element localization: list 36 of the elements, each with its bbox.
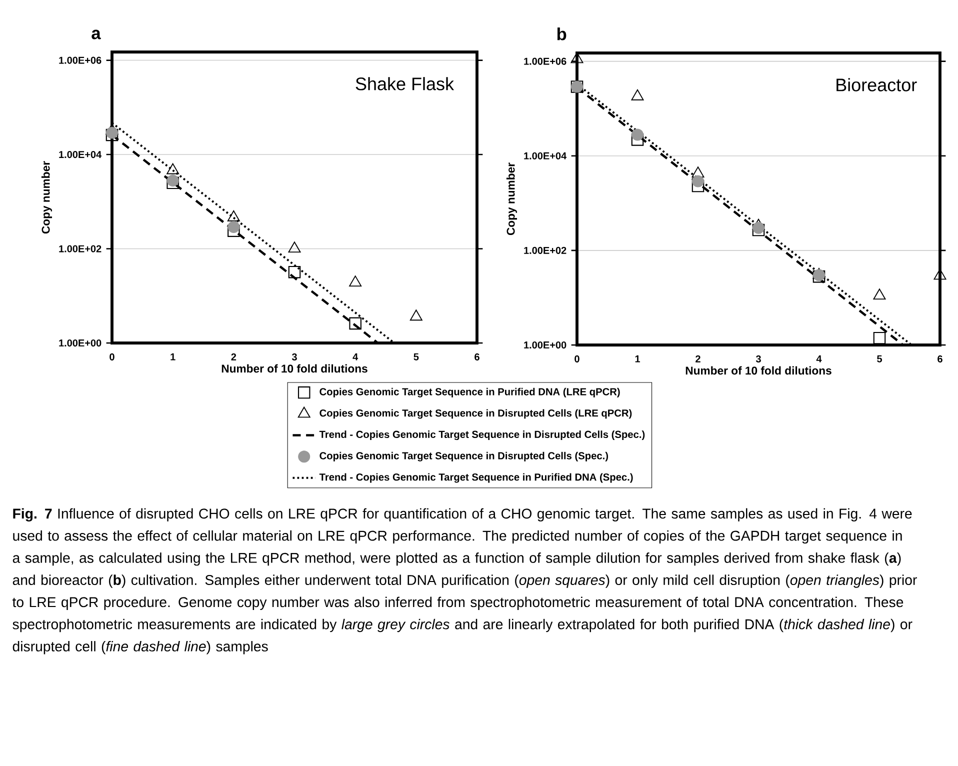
x-tick-label: 5	[877, 355, 882, 362]
x-tick-label: 3	[756, 355, 761, 362]
y-axis-title: Copy number	[41, 161, 52, 234]
x-tick-label: 1	[635, 355, 640, 362]
chart-title: b	[557, 28, 566, 40]
x-axis-title: Number of 10 fold dilutions	[222, 364, 368, 373]
x-axis-title: Number of 10 fold dilutions	[686, 366, 832, 375]
y-tick-label: 1.00E+00	[59, 339, 102, 347]
y-tick-label: 1.00E+02	[524, 246, 566, 254]
x-tick-label: 2	[231, 353, 236, 360]
x-tick-label: 0	[574, 355, 580, 362]
legend-label: Copies Genomic Target Sequence in Disrupted Cells (LRE qPCR)	[320, 409, 632, 419]
x-tick-label: 6	[474, 353, 480, 360]
legend-label: Trend - Copies Genomic Target Sequence in Purified DNA (Spec.)	[319, 473, 633, 483]
y-tick-label: 1.00E+06	[524, 58, 566, 65]
x-tick-label: 6	[938, 355, 942, 362]
x-tick-label: 3	[292, 353, 297, 360]
annotation: Bioreactor	[836, 78, 917, 92]
legend-label: Copies Genomic Target Sequence in Purified DNA (LRE qPCR)	[320, 388, 620, 398]
x-tick-label: 4	[352, 353, 358, 360]
x-tick-label: 4	[816, 355, 822, 362]
text: Fig. 7 Influence of disrupted CHO cells on LRE qPCR for quantification of a CHO genomic target. The same samples as used in Fig. 4 were used to assess the effect of cellular material on LRE qPCR performance. The predicted number of copies of the GAPDH target sequence in a sample, as calculated using the LRE qPCR method, were plotted as a function of sample dilution for samples derived from shake flask (a) and bioreactor (b) cultivation. Samples either underwent total DNA purification (open squares) or only mild cell disruption (open triangles) prior to LRE qPCR procedure. Genome copy number was also inferred from spectrophotometric measurement of total DNA concentration. These spectrophotometric measurements are indicated by large grey circles and are linearly extrapolated for both purified DNA (thick dashed line) or disrupted cell (fine dashed line) samples	[12, 508, 917, 654]
x-tick-label: 5	[414, 353, 419, 360]
legend-label: Copies Genomic Target Sequence in Disrupted Cells (Spec.)	[320, 452, 608, 462]
annotation: Shake Flask	[356, 77, 454, 90]
y-tick-label: 1.00E+06	[59, 56, 102, 64]
chart-title: a	[92, 30, 101, 40]
y-tick-label: 1.00E+04	[59, 150, 102, 158]
y-tick-label: 1.00E+04	[524, 152, 567, 160]
x-tick-label: 2	[696, 355, 700, 362]
legend-label: Trend - Copies Genomic Target Sequence in Disrupted Cells (Spec.)	[319, 430, 645, 440]
x-tick-label: 1	[170, 353, 176, 360]
y-tick-label: 1.00E+02	[59, 245, 102, 252]
x-tick-label: 0	[110, 353, 114, 360]
y-axis-title: Copy number	[506, 162, 518, 236]
y-tick-label: 1.00E+00	[524, 341, 566, 349]
